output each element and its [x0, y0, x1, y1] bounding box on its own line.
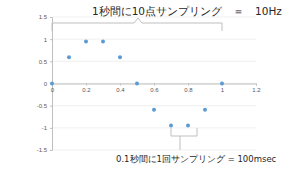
point — [169, 124, 173, 128]
tick-mark — [50, 150, 52, 151]
tick-label: -1 — [42, 125, 48, 131]
points — [50, 39, 224, 127]
axis-line — [53, 84, 257, 86]
grid-line — [52, 150, 256, 151]
tick-mark — [50, 61, 52, 62]
grid-line — [52, 61, 256, 62]
tick-label: 0.8 — [184, 87, 193, 93]
tick-label: 0 — [51, 87, 55, 93]
tick-label: 1.2 — [252, 87, 261, 93]
tick-label: 0 — [44, 81, 48, 87]
brace — [52, 18, 222, 31]
point — [135, 82, 139, 86]
grid-line — [52, 105, 256, 106]
tick: -1.5 — [37, 147, 52, 153]
tick: 0.8 — [184, 84, 193, 93]
tick-label: 0.4 — [116, 87, 125, 93]
point — [203, 108, 207, 112]
chart: -1.5 -1 -0.5 0 0.5 1 1.5 0 0.2 0.4 0.6 0.8 1 1.2 1秒間に1… — [0, 0, 300, 169]
tick: 0.5 — [39, 59, 52, 65]
point — [220, 82, 224, 86]
tick: 1.5 — [39, 14, 52, 20]
tick-label: 0.5 — [39, 59, 48, 65]
tick: 1 — [44, 37, 52, 43]
tick: -0.5 — [37, 103, 52, 109]
tick-mark — [50, 106, 52, 107]
tick-label: 1 — [221, 87, 225, 93]
tick-mark — [86, 84, 87, 86]
point — [152, 108, 156, 112]
point — [101, 39, 105, 43]
point — [84, 39, 88, 43]
point — [67, 55, 71, 59]
tick-mark — [154, 84, 155, 86]
annotation: 1秒間に10点サンプリング ＝ 10Hz — [92, 5, 282, 17]
tick-label: 0.6 — [150, 87, 159, 93]
tick-label: -1.5 — [37, 147, 48, 153]
tick-label: 0.2 — [82, 87, 91, 93]
tick-label: 1 — [44, 37, 48, 43]
annotation-brackets — [52, 18, 222, 150]
tick: -1 — [42, 125, 52, 131]
annotation: 0.1秒間に1回サンプリング = 100msec — [116, 154, 277, 164]
tick-label: -0.5 — [37, 103, 48, 109]
grid — [52, 17, 256, 150]
tick: 0.6 — [150, 84, 159, 93]
tick-mark — [188, 84, 189, 86]
tick: 0.2 — [82, 84, 91, 93]
point — [186, 124, 190, 128]
tick: 0.4 — [116, 84, 125, 93]
point — [50, 82, 54, 86]
tick-mark — [256, 84, 257, 86]
point — [118, 55, 122, 59]
tick-mark — [120, 84, 121, 86]
grid-line — [52, 39, 256, 40]
grid-line — [52, 127, 256, 128]
tick: 1.2 — [252, 84, 261, 93]
x-axis: 0 0.2 0.4 0.6 0.8 1 1.2 — [51, 84, 262, 93]
tick-mark — [50, 17, 52, 18]
tick-mark — [50, 128, 52, 129]
tick-mark — [50, 39, 52, 40]
tick-label: 1.5 — [39, 14, 48, 20]
bracket — [171, 128, 197, 150]
